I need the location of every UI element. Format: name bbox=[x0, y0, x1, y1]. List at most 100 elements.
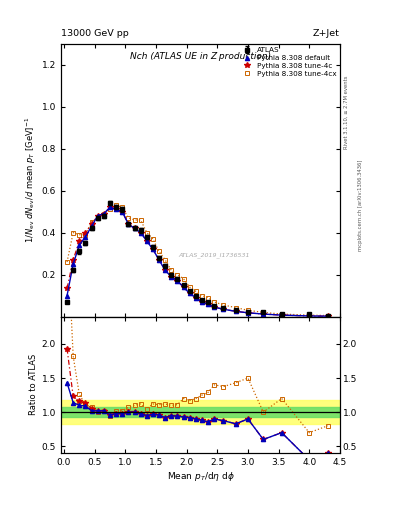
Pythia 8.308 default bbox=[89, 223, 94, 229]
Pythia 8.308 tune-4c bbox=[77, 238, 82, 244]
Text: Nch (ATLAS UE in Z production): Nch (ATLAS UE in Z production) bbox=[130, 52, 271, 61]
Pythia 8.308 default bbox=[187, 290, 192, 296]
Bar bbox=[61, 400, 340, 424]
Pythia 8.308 tune-4c bbox=[169, 273, 174, 280]
Pythia 8.308 default bbox=[246, 310, 250, 316]
Pythia 8.308 tune-4cx bbox=[163, 257, 167, 263]
Pythia 8.308 default bbox=[108, 204, 112, 210]
Pythia 8.308 tune-4c bbox=[193, 294, 198, 301]
Pythia 8.308 tune-4cx bbox=[95, 215, 100, 221]
Pythia 8.308 tune-4cx bbox=[83, 231, 88, 238]
Pythia 8.308 tune-4c bbox=[187, 290, 192, 296]
Pythia 8.308 default bbox=[144, 238, 149, 244]
Pythia 8.308 tune-4c bbox=[151, 246, 155, 252]
Pythia 8.308 tune-4c bbox=[144, 238, 149, 244]
Pythia 8.308 tune-4c bbox=[108, 204, 112, 210]
Y-axis label: Ratio to ATLAS: Ratio to ATLAS bbox=[29, 354, 37, 415]
Pythia 8.308 tune-4c bbox=[175, 278, 180, 284]
Pythia 8.308 default bbox=[193, 294, 198, 301]
Pythia 8.308 tune-4cx bbox=[193, 288, 198, 294]
Pythia 8.308 default bbox=[132, 225, 137, 231]
Pythia 8.308 tune-4c bbox=[138, 229, 143, 236]
Pythia 8.308 tune-4cx bbox=[157, 248, 162, 254]
Pythia 8.308 tune-4c bbox=[246, 310, 250, 316]
Pythia 8.308 tune-4c bbox=[200, 299, 204, 305]
Pythia 8.308 tune-4cx bbox=[233, 305, 238, 311]
Pythia 8.308 default bbox=[175, 278, 180, 284]
Pythia 8.308 default bbox=[307, 313, 312, 319]
Pythia 8.308 tune-4cx bbox=[246, 307, 250, 313]
Pythia 8.308 tune-4cx bbox=[307, 312, 312, 318]
Pythia 8.308 tune-4c bbox=[206, 301, 211, 307]
Pythia 8.308 tune-4c bbox=[126, 221, 131, 227]
Pythia 8.308 tune-4c bbox=[120, 208, 125, 215]
Pythia 8.308 default bbox=[279, 312, 284, 318]
Text: ATLAS_2019_I1736531: ATLAS_2019_I1736531 bbox=[179, 252, 250, 258]
Pythia 8.308 tune-4c bbox=[325, 313, 330, 319]
Pythia 8.308 tune-4cx bbox=[181, 275, 186, 282]
Pythia 8.308 tune-4cx bbox=[108, 206, 112, 212]
Pythia 8.308 tune-4cx bbox=[325, 312, 330, 318]
Pythia 8.308 tune-4cx bbox=[77, 231, 82, 238]
Pythia 8.308 default bbox=[206, 301, 211, 307]
Pythia 8.308 default bbox=[77, 242, 82, 248]
Pythia 8.308 default bbox=[157, 257, 162, 263]
Pythia 8.308 tune-4c bbox=[83, 229, 88, 236]
Pythia 8.308 tune-4c bbox=[71, 257, 75, 263]
Pythia 8.308 default bbox=[151, 246, 155, 252]
Pythia 8.308 tune-4cx bbox=[221, 302, 226, 308]
Pythia 8.308 default bbox=[261, 311, 266, 317]
Pythia 8.308 default bbox=[212, 304, 217, 310]
Pythia 8.308 default bbox=[83, 233, 88, 240]
Text: 13000 GeV pp: 13000 GeV pp bbox=[61, 29, 129, 38]
Pythia 8.308 default bbox=[101, 210, 106, 217]
Pythia 8.308 tune-4c bbox=[221, 306, 226, 312]
Line: Pythia 8.308 tune-4c: Pythia 8.308 tune-4c bbox=[64, 205, 331, 319]
Pythia 8.308 tune-4cx bbox=[101, 210, 106, 217]
Bar bbox=[61, 408, 340, 417]
Pythia 8.308 tune-4c bbox=[101, 210, 106, 217]
Text: Z+Jet: Z+Jet bbox=[313, 29, 340, 38]
Pythia 8.308 tune-4c bbox=[212, 304, 217, 310]
Pythia 8.308 tune-4cx bbox=[120, 204, 125, 210]
Pythia 8.308 tune-4cx bbox=[169, 267, 174, 273]
Pythia 8.308 tune-4cx bbox=[261, 309, 266, 315]
Line: Pythia 8.308 default: Pythia 8.308 default bbox=[65, 205, 330, 318]
Text: mcplots.cern.ch [arXiv:1306.3436]: mcplots.cern.ch [arXiv:1306.3436] bbox=[358, 159, 363, 250]
Pythia 8.308 tune-4c bbox=[89, 221, 94, 227]
Line: Pythia 8.308 tune-4cx: Pythia 8.308 tune-4cx bbox=[65, 203, 330, 318]
Pythia 8.308 default bbox=[126, 221, 131, 227]
X-axis label: Mean $p_T$/d$\eta$ d$\phi$: Mean $p_T$/d$\eta$ d$\phi$ bbox=[167, 470, 234, 483]
Pythia 8.308 default bbox=[181, 284, 186, 290]
Pythia 8.308 tune-4c bbox=[163, 267, 167, 273]
Pythia 8.308 default bbox=[138, 229, 143, 236]
Pythia 8.308 default bbox=[325, 313, 330, 319]
Legend: ATLAS, Pythia 8.308 default, Pythia 8.308 tune-4c, Pythia 8.308 tune-4cx: ATLAS, Pythia 8.308 default, Pythia 8.30… bbox=[239, 46, 338, 78]
Pythia 8.308 default bbox=[233, 308, 238, 314]
Pythia 8.308 default bbox=[200, 299, 204, 305]
Text: Rivet 3.1.10, ≥ 2.7M events: Rivet 3.1.10, ≥ 2.7M events bbox=[344, 76, 349, 150]
Pythia 8.308 tune-4cx bbox=[175, 271, 180, 278]
Pythia 8.308 tune-4cx bbox=[126, 215, 131, 221]
Pythia 8.308 tune-4cx bbox=[71, 229, 75, 236]
Pythia 8.308 tune-4cx bbox=[151, 236, 155, 242]
Pythia 8.308 tune-4c bbox=[132, 225, 137, 231]
Pythia 8.308 default bbox=[71, 261, 75, 267]
Pythia 8.308 tune-4cx bbox=[114, 202, 118, 208]
Pythia 8.308 default bbox=[65, 292, 70, 298]
Y-axis label: $1/N_\mathregular{ev}$ $dN_\mathregular{ev}/d$ mean $p_T$ [GeV]$^{-1}$: $1/N_\mathregular{ev}$ $dN_\mathregular{… bbox=[23, 117, 37, 243]
Pythia 8.308 default bbox=[163, 267, 167, 273]
Pythia 8.308 default bbox=[169, 273, 174, 280]
Pythia 8.308 tune-4c bbox=[261, 311, 266, 317]
Pythia 8.308 default bbox=[114, 206, 118, 212]
Pythia 8.308 tune-4cx bbox=[65, 259, 70, 265]
Pythia 8.308 tune-4cx bbox=[187, 284, 192, 290]
Pythia 8.308 tune-4c bbox=[279, 312, 284, 318]
Pythia 8.308 tune-4cx bbox=[212, 299, 217, 305]
Pythia 8.308 tune-4cx bbox=[144, 229, 149, 236]
Pythia 8.308 tune-4cx bbox=[279, 311, 284, 317]
Pythia 8.308 tune-4c bbox=[65, 285, 70, 291]
Pythia 8.308 default bbox=[95, 212, 100, 219]
Pythia 8.308 default bbox=[221, 306, 226, 312]
Pythia 8.308 tune-4c bbox=[233, 308, 238, 314]
